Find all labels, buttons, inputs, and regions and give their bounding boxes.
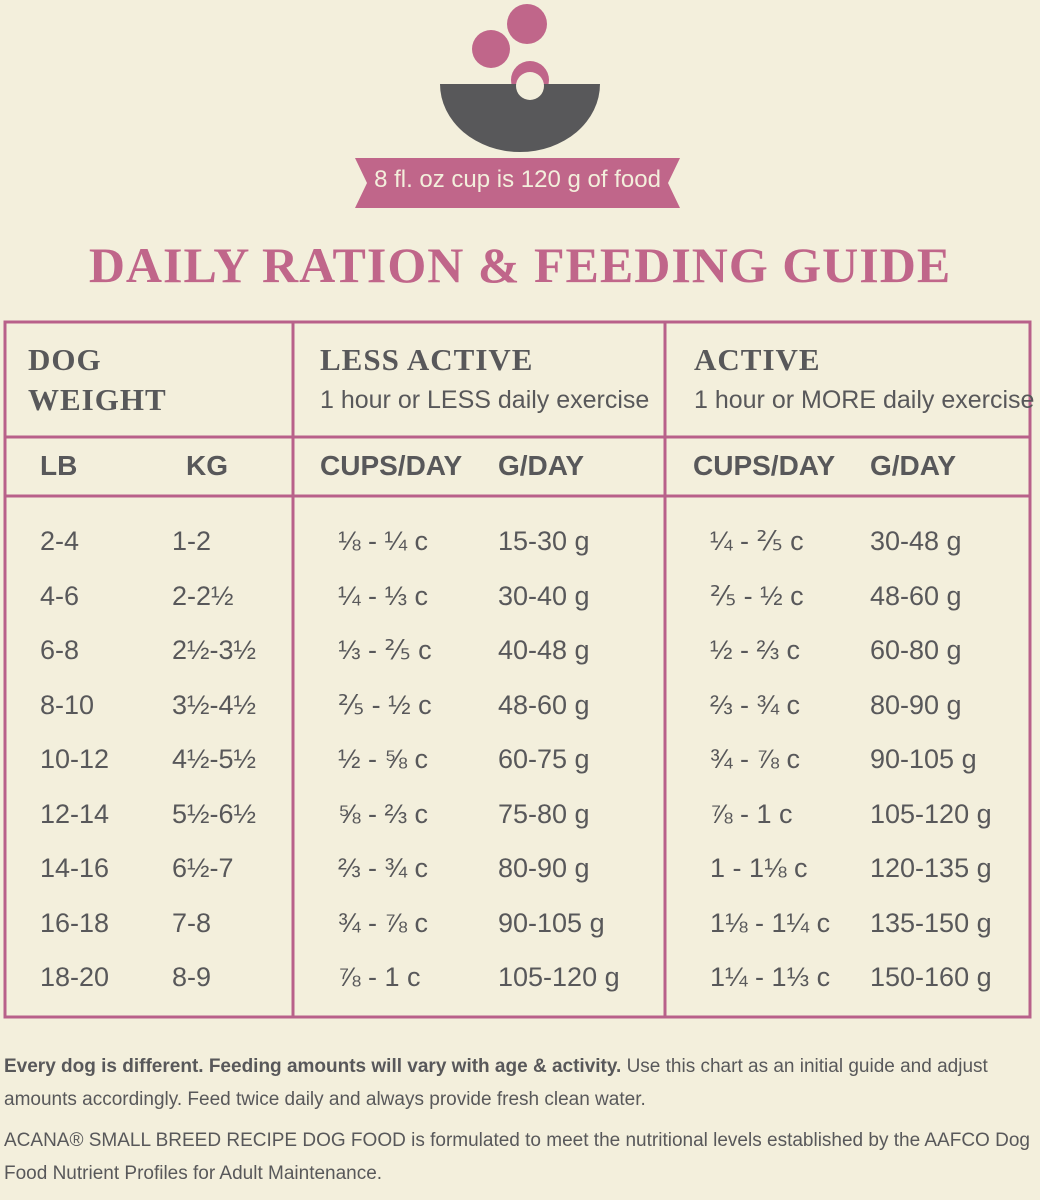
table-cell: 14-16 [40, 853, 110, 883]
disclaimer: ACANA® SMALL BREED RECIPE DOG FOOD is fo… [4, 1130, 1030, 1184]
table-cell: 6-8 [40, 635, 80, 665]
table-cell: 135-150 g [870, 907, 992, 938]
table-cell: 4½-5½ [172, 744, 257, 774]
table-cell: 1 - 1⅛ c [710, 853, 808, 883]
table-cell: 90-105 g [870, 744, 977, 774]
food-ball [472, 30, 510, 68]
table-cell: 75-80 g [498, 798, 590, 829]
food-ball [507, 4, 547, 44]
table-cell: ½ - ⅔ c [710, 635, 801, 665]
table-cell: ⅝ - ⅔ c [338, 798, 429, 829]
table-cell: ⅛ - ¼ c [338, 526, 429, 556]
table-cell: ¾ - ⅞ c [710, 744, 801, 774]
table-cell: 48-60 g [870, 580, 962, 611]
table-cell: 1-2 [172, 526, 212, 556]
table-lines [3, 320, 1032, 1019]
table-cell: 2½-3½ [172, 635, 257, 665]
table-cell: 4-6 [40, 580, 80, 611]
table-cell: 3½-4½ [172, 689, 257, 720]
table-cell: 80-90 g [870, 689, 962, 720]
table-cell: 80-90 g [498, 853, 590, 883]
table-cell: ⅖ - ½ c [338, 689, 432, 720]
table-cell: 15-30 g [498, 526, 590, 556]
table-cell: ⅞ - 1 c [710, 798, 793, 829]
table-cell: 60-80 g [870, 635, 962, 665]
bowl [440, 84, 600, 152]
table-cell: 5½-6½ [172, 798, 257, 829]
table-cell: 18-20 [40, 962, 110, 992]
table-cell: ⅞ - 1 c [338, 962, 421, 992]
table-cell: 1¼ - 1⅓ c [710, 962, 831, 992]
table-cell: 30-40 g [498, 580, 590, 611]
table-cell: 30-48 g [870, 526, 962, 556]
banner-text: 8 fl. oz cup is 120 g of food [374, 166, 661, 193]
table-cell: ⅖ - ½ c [710, 580, 804, 611]
table-cell: 48-60 g [498, 689, 590, 720]
table-cell: 60-75 g [498, 744, 590, 774]
table-cell: ¼ - ⅖ c [710, 526, 804, 556]
table-cell: 90-105 g [498, 907, 605, 938]
table-cell: 2-4 [40, 526, 80, 556]
table-cell: 12-14 [40, 798, 110, 829]
column-header: KG [186, 450, 228, 481]
table-cell: 6½-7 [172, 853, 234, 883]
note-text: Use this chart as an initial guide and a… [4, 1056, 988, 1110]
table-cell: 8-9 [172, 962, 212, 992]
group-title: DOG WEIGHT [28, 342, 167, 417]
column-header: CUPS/DAY [693, 450, 836, 481]
table-cell: ⅔ - ¾ c [338, 853, 429, 883]
group-title: LESS ACTIVE [320, 342, 534, 377]
table-cell: 40-48 g [498, 635, 590, 665]
table-cell: 10-12 [40, 744, 110, 774]
note: Every dog is different. Feeding amounts … [4, 1050, 1034, 1116]
column-header: G/DAY [870, 450, 957, 481]
table-cell: 1⅛ - 1¼ c [710, 907, 831, 938]
table-cell: ¼ - ⅓ c [338, 580, 429, 611]
bowl-notch [516, 72, 544, 100]
footer: Every dog is different. Feeding amounts … [4, 1050, 1034, 1198]
column-header: G/DAY [498, 450, 585, 481]
table-cell: 150-160 g [870, 962, 992, 992]
table-cell: 105-120 g [498, 962, 620, 992]
banner [355, 158, 680, 208]
column-header: CUPS/DAY [320, 450, 463, 481]
table-cell: ¾ - ⅞ c [338, 907, 429, 938]
group-subtitle: 1 hour or MORE daily exercise [694, 386, 1035, 414]
table-cell: ½ - ⅝ c [338, 744, 429, 774]
table-cell: ⅓ - ⅖ c [338, 635, 432, 665]
group-subtitle: 1 hour or LESS daily exercise [320, 386, 650, 414]
table-cell: 16-18 [40, 907, 110, 938]
table-cell: ⅔ - ¾ c [710, 689, 801, 720]
note-bold: Every dog is different. Feeding amounts … [4, 1056, 622, 1077]
table-cell: 8-10 [40, 689, 95, 720]
group-title: ACTIVE [694, 342, 821, 377]
table-cell: 7-8 [172, 907, 212, 938]
table-cell: 120-135 g [870, 853, 992, 883]
column-header: LB [40, 450, 78, 481]
table-cell: 105-120 g [870, 798, 992, 829]
table-cell: 2-2½ [172, 580, 234, 611]
title: DAILY RATION & FEEDING GUIDE [88, 237, 952, 293]
